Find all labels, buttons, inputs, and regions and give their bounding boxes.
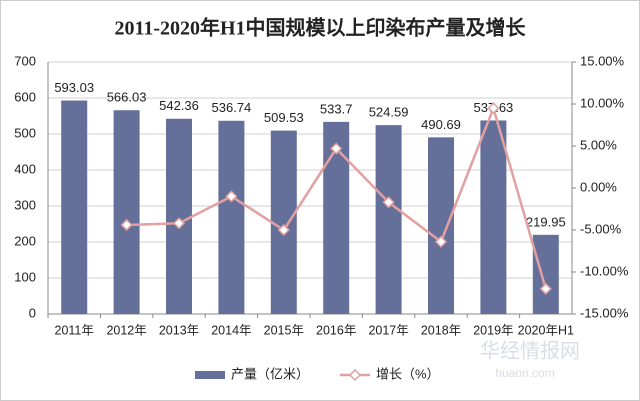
bar <box>532 234 559 314</box>
y2-tick-label: 0.00% <box>580 179 617 194</box>
y-tick-label: 600 <box>14 89 36 104</box>
point <box>225 190 238 203</box>
y-tick-label: 0 <box>29 305 36 320</box>
bar <box>375 125 402 314</box>
point <box>487 102 500 115</box>
value-label: 509.53 <box>264 110 304 125</box>
value-label: 536.74 <box>212 100 252 115</box>
bar <box>428 137 454 314</box>
bar <box>480 120 507 314</box>
y2-tick-label: 10.00% <box>580 95 625 110</box>
y-tick-label: 100 <box>14 269 36 284</box>
watermark: 华经情报网 <box>480 339 580 362</box>
y2-tick-label: -15.00% <box>580 305 629 320</box>
point <box>539 282 552 295</box>
value-label: 542.36 <box>159 98 199 113</box>
x-tick-label: 2020年H1 <box>518 323 574 337</box>
x-tick-label: 2014年 <box>211 323 251 337</box>
y-tick-label: 700 <box>14 53 36 68</box>
point <box>277 223 290 237</box>
bar <box>113 110 140 314</box>
point <box>330 142 343 155</box>
y2-tick-label: -10.00% <box>580 263 629 278</box>
value-label: 524.59 <box>369 105 409 120</box>
value-label: 566.03 <box>107 90 147 105</box>
legend-swatch <box>195 371 225 379</box>
bar <box>166 118 192 314</box>
legend-label: 增长（%） <box>376 366 440 381</box>
bar <box>270 130 297 314</box>
x-tick-label: 2015年 <box>264 323 304 337</box>
x-tick-label: 2011年 <box>55 323 94 337</box>
point <box>120 218 133 232</box>
y2-tick-label: -5.00% <box>580 221 622 236</box>
point <box>172 217 186 230</box>
value-label: 490.69 <box>421 117 461 132</box>
point <box>434 235 448 248</box>
legend-label: 产量（亿米） <box>231 366 309 381</box>
x-tick-label: 2017年 <box>368 323 408 337</box>
x-tick-label: 2016年 <box>316 323 356 337</box>
legend-marker <box>348 368 362 382</box>
y-tick-label: 400 <box>14 161 36 176</box>
point <box>382 196 395 209</box>
watermark-url: huaon.com <box>495 366 554 380</box>
value-label: 533.7 <box>320 101 353 116</box>
value-label: 593.03 <box>54 80 94 95</box>
y2-tick-label: 5.00% <box>580 137 617 152</box>
x-tick-label: 2012年 <box>106 323 146 337</box>
x-tick-label: 2018年 <box>421 323 461 337</box>
chart-title: 2011-2020年H1中国规模以上印染布产量及增长 <box>114 16 526 40</box>
bar <box>218 120 245 315</box>
x-tick-label: 2013年 <box>159 323 199 337</box>
y2-tick-label: 15.00% <box>580 53 625 68</box>
x-tick-label: 2019年 <box>473 323 513 337</box>
y-tick-label: 500 <box>14 125 36 140</box>
bar <box>61 100 88 314</box>
y-tick-label: 300 <box>14 197 36 212</box>
y-tick-label: 200 <box>14 233 36 248</box>
value-label: 219.95 <box>526 214 566 229</box>
